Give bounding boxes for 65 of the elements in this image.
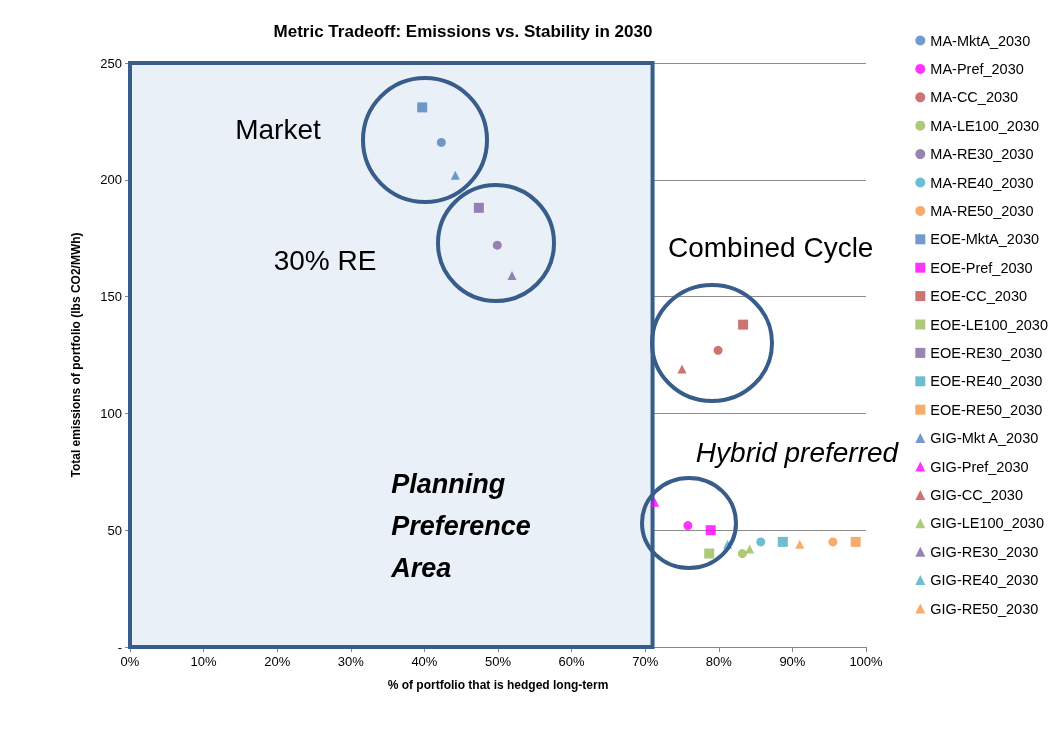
legend-label: MA-RE40_2030 [930,174,1034,191]
point [436,137,446,147]
point [705,525,716,536]
legend-label: EOE-RE30_2030 [930,344,1043,361]
legend-label: GIG-LE100_2030 [930,515,1044,532]
x-tick-label: 20% [264,654,291,669]
legend-label: GIG-RE50_2030 [930,600,1039,617]
legend-label: EOE-RE50_2030 [930,401,1043,418]
point [738,319,749,330]
legend-label: EOE-RE40_2030 [930,373,1043,390]
annotation: Market [235,113,321,145]
point [828,537,838,547]
y-tick-label: 150 [100,289,122,305]
point [507,271,517,281]
annotation: Combined Cycle [668,231,874,263]
point [473,202,484,213]
legend-label: MA-RE50_2030 [930,202,1034,219]
x-tick-label: 90% [779,654,806,669]
legend-label: MA-CC_2030 [930,89,1019,106]
annotation: Hybrid preferred [695,436,900,468]
point [737,549,747,559]
y-tick-label: 50 [107,522,122,538]
point [450,170,460,180]
x-tick-label: 10% [190,654,218,669]
y-tick-label: - [117,639,122,655]
band-label: Planning Preference Area [390,469,539,583]
legend-label: EOE-CC_2030 [930,288,1028,305]
legend-label: EOE-LE100_2030 [930,316,1048,333]
x-tick-label: 30% [337,654,365,669]
legend-label: MA-LE100_2030 [930,117,1040,134]
point [650,497,660,507]
y-axis-title: Total emissions of portfolio (lbs CO2/MWh) [69,232,83,478]
point [683,521,693,531]
chart-title: Metric Tradeoff: Emissions vs. Stability in 2030 [273,22,653,41]
annotation: 30% RE [273,244,377,276]
x-tick-label: 60% [558,654,586,669]
point [777,536,788,547]
x-tick-label: 70% [632,654,659,669]
point [677,364,687,374]
legend-label: GIG-RE30_2030 [930,543,1039,560]
point [417,102,428,113]
point [850,536,861,547]
legend-label: GIG-CC_2030 [930,486,1023,503]
legend-label: GIG-Pref_2030 [930,458,1029,475]
legend-label: EOE-Pref_2030 [930,259,1033,276]
point [756,537,766,547]
x-axis-title: % of portfolio that is hedged long-term [387,678,609,692]
x-tick-label: 100% [849,654,884,669]
x-tick-label: 50% [484,654,512,669]
point [704,548,715,559]
x-tick-label: 0% [120,654,140,669]
x-tick-label: 40% [411,654,438,669]
y-tick-label: 250 [100,55,122,71]
legend-label: GIG-RE40_2030 [930,572,1039,589]
y-tick-label: 100 [100,405,122,421]
point [795,539,805,549]
legend-label: GIG-Mkt A_2030 [930,430,1039,447]
point [713,345,723,355]
legend-label: EOE-MktA_2030 [930,231,1040,248]
x-tick-label: 80% [705,654,733,669]
legend-label: MA-RE30_2030 [930,146,1034,163]
legend-label: MA-Pref_2030 [930,60,1024,77]
y-tick-label: 200 [100,172,122,188]
point [492,240,502,250]
legend-label: MA-MktA_2030 [930,32,1031,49]
